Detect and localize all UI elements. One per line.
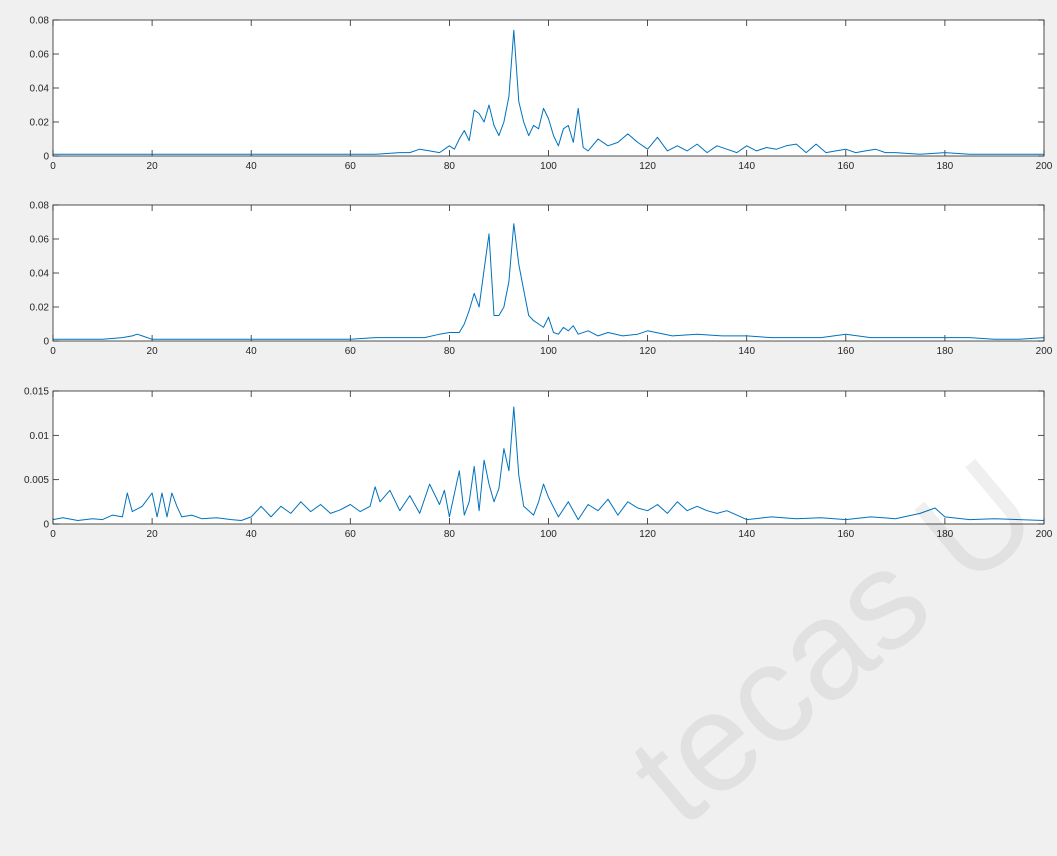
x-tick-label: 60 <box>345 346 357 357</box>
axes-frame <box>52 19 1045 157</box>
x-tick-label: 180 <box>937 529 954 540</box>
y-tick-label: 0.08 <box>30 201 50 212</box>
axes-frame <box>52 204 1045 342</box>
y-tick-label: 0.005 <box>24 475 49 486</box>
y-tick-label: 0 <box>43 337 49 348</box>
series-line <box>52 406 1045 521</box>
y-tick-label: 0 <box>43 520 49 531</box>
subplot-3: 0 20 40 60 80 100 120 140 160 180 200 0 0.005 0.01 0.0… <box>24 387 1053 541</box>
x-tick-label: 100 <box>540 161 557 172</box>
x-tick-label: 120 <box>639 529 656 540</box>
x-tick-label: 140 <box>738 161 755 172</box>
plot-area <box>53 205 1044 341</box>
x-tick-label: 0 <box>50 346 56 357</box>
x-tick-label: 40 <box>246 346 258 357</box>
x-tick-label: 0 <box>50 529 56 540</box>
y-tick-label: 0.06 <box>30 235 50 246</box>
series-line <box>53 29 1044 155</box>
x-tick-label: 40 <box>246 161 258 172</box>
x-tick-label: 140 <box>738 529 755 540</box>
axes-frame <box>52 390 1045 525</box>
x-tick-label: 60 <box>345 529 357 540</box>
y-tick-label: 0.015 <box>24 387 49 398</box>
y-tick-label: 0.02 <box>30 303 50 314</box>
x-tick-label: 160 <box>837 161 854 172</box>
x-tick-label: 160 <box>837 529 854 540</box>
x-tick-label: 180 <box>937 346 954 357</box>
y-tick-label: 0 <box>43 152 49 163</box>
x-tick-label: 60 <box>345 161 357 172</box>
y-tick-label: 0.01 <box>30 431 50 442</box>
x-tick-label: 80 <box>444 346 456 357</box>
figure: 0 20 40 60 80 100 120 140 160 180 20000.020.040.06… <box>24 16 1053 541</box>
subplot-1: 0 20 40 60 80 100 120 140 160 180 200 0 0.02 0.04 0.06… <box>30 16 1053 173</box>
x-tick-label: 80 <box>444 161 456 172</box>
x-tick-label: 80 <box>444 529 456 540</box>
x-tick-label: 20 <box>147 529 159 540</box>
plot-area <box>53 391 1044 524</box>
x-tick-label: 40 <box>246 529 258 540</box>
series-line <box>53 223 1045 340</box>
y-tick-label: 0.04 <box>30 269 50 280</box>
x-tick-label: 120 <box>639 346 656 357</box>
x-tick-label: 200 <box>1036 529 1053 540</box>
x-tick-label: 140 <box>738 346 755 357</box>
x-tick-label: 180 <box>937 161 954 172</box>
x-tick-label: 20 <box>147 346 159 357</box>
x-tick-label: 160 <box>837 346 854 357</box>
x-tick-label: 100 <box>540 346 557 357</box>
subplot-2: 0 20 40 60 80 100 120 140 160 180 200 0 0.02 0.04 0.06… <box>30 201 1053 358</box>
x-tick-label: 0 <box>50 161 56 172</box>
x-tick-label: 200 <box>1036 346 1053 357</box>
x-tick-label: 200 <box>1036 161 1053 172</box>
plot-area <box>53 20 1044 156</box>
y-tick-label: 0.02 <box>30 118 50 129</box>
x-tick-label: 20 <box>147 161 159 172</box>
x-tick-label: 120 <box>639 161 656 172</box>
y-tick-label: 0.06 <box>30 50 50 61</box>
y-tick-label: 0.04 <box>30 84 50 95</box>
y-tick-label: 0.08 <box>30 16 50 27</box>
x-tick-label: 100 <box>540 529 557 540</box>
